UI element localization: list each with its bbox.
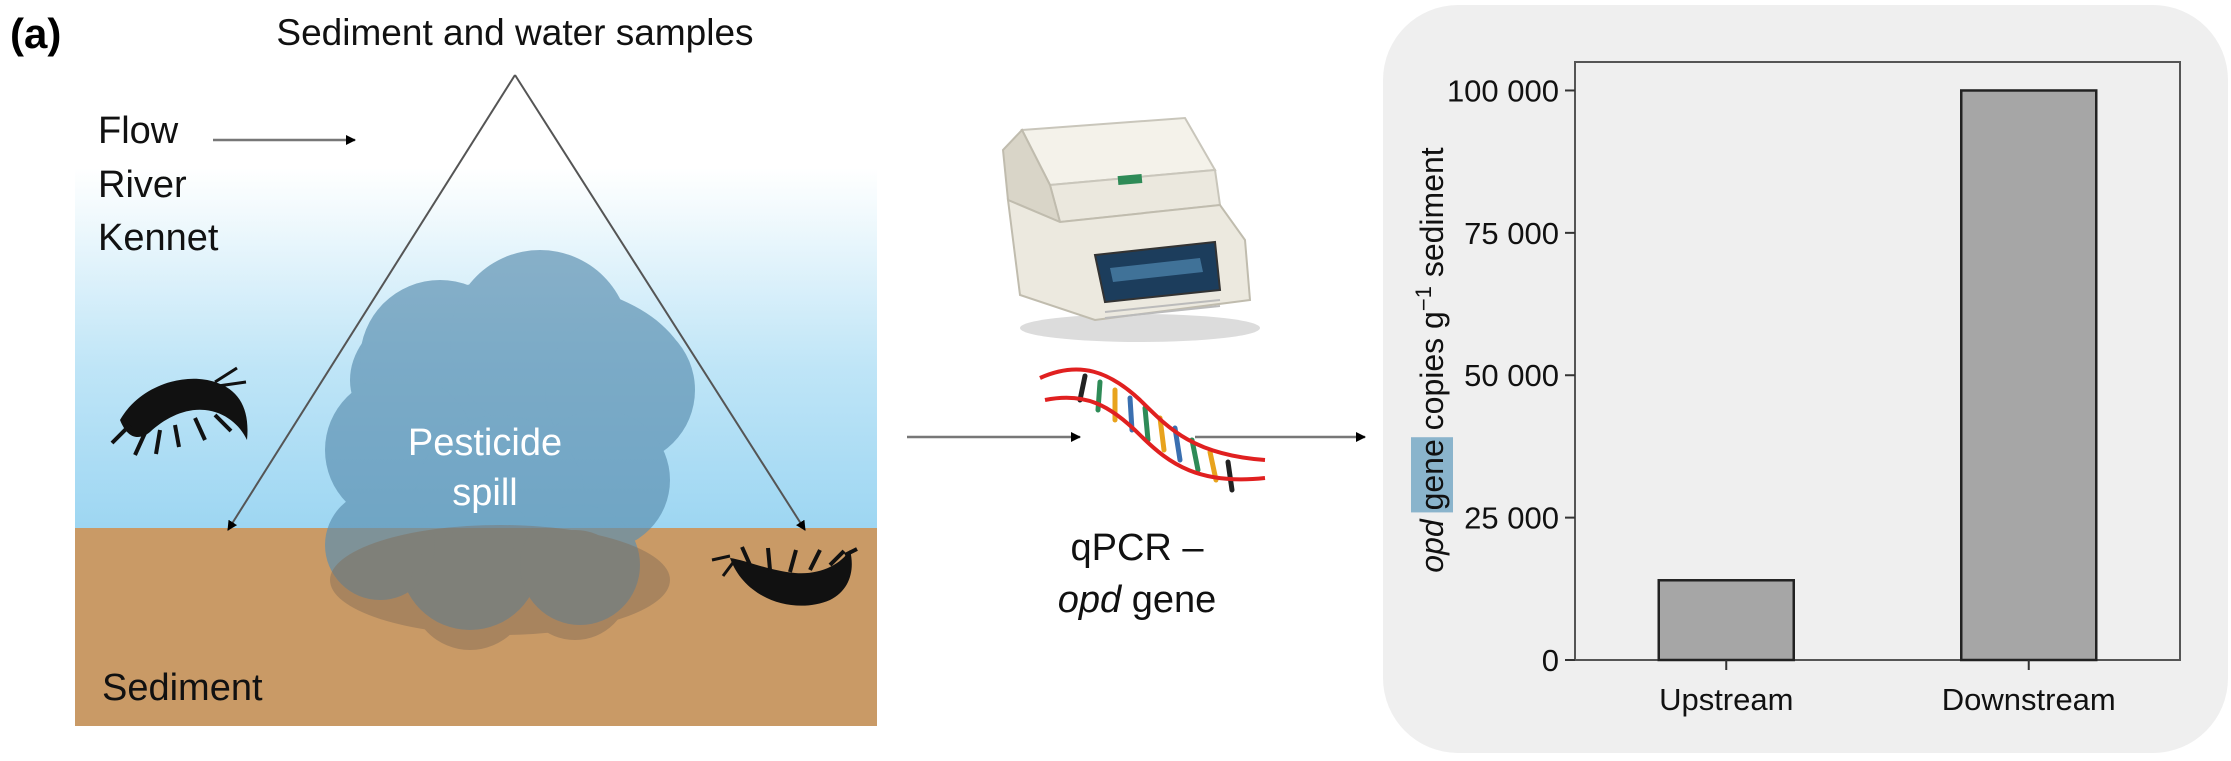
bar bbox=[1960, 89, 2098, 662]
spill-label-line2: spill bbox=[452, 472, 517, 514]
bar-chart: 0 25 000 50 000 75 000 100 000 Upstream Downst… bbox=[1411, 61, 2181, 717]
x-tick-label: Upstream bbox=[1659, 682, 1793, 717]
y-tick-label: 25 000 bbox=[1464, 501, 1559, 536]
amphipod-sediment-icon bbox=[711, 546, 858, 606]
qpcr-label-rest: gene bbox=[1121, 579, 1216, 621]
y-axis-label-highlight: gene bbox=[1414, 439, 1450, 510]
y-axis-label-end: sediment bbox=[1414, 147, 1450, 286]
panel-label: (a) bbox=[10, 10, 61, 57]
pesticide-spill-cloud bbox=[325, 250, 695, 650]
y-axis-label-space bbox=[1414, 510, 1450, 519]
y-tick-label: 50 000 bbox=[1464, 358, 1559, 393]
sampling-triangle bbox=[227, 74, 806, 531]
sediment-label: Sediment bbox=[102, 667, 263, 709]
flow-label: Flow bbox=[98, 110, 179, 152]
qpcr-label-line1: qPCR – bbox=[1070, 527, 1204, 569]
spill-label-line1: Pesticide bbox=[408, 422, 562, 464]
dna-strand-icon bbox=[1039, 367, 1266, 493]
qpcr-label-italic: opd bbox=[1058, 579, 1123, 621]
ylabel-highlight bbox=[1411, 437, 1453, 513]
y-axis-label-sup: −1 bbox=[1411, 286, 1436, 311]
amphipod-water-icon bbox=[110, 366, 248, 456]
y-axis-label: opd gene copies g−1 sediment bbox=[1411, 147, 1451, 572]
river-label-line1: River bbox=[98, 164, 187, 206]
bar bbox=[1657, 579, 1795, 662]
samples-label: Sediment and water samples bbox=[276, 12, 753, 53]
y-axis-label-rest: copies g bbox=[1414, 311, 1450, 439]
river-label-line2: Kennet bbox=[98, 217, 219, 259]
y-tick-label: 0 bbox=[1542, 643, 1559, 678]
qpcr-machine-icon bbox=[1001, 116, 1260, 342]
y-tick-label: 100 000 bbox=[1447, 73, 1559, 108]
y-axis-label-italic: opd bbox=[1414, 518, 1450, 573]
y-tick-label: 75 000 bbox=[1464, 216, 1559, 251]
x-tick-label: Downstream bbox=[1942, 682, 2116, 717]
qpcr-label-line2: opd gene bbox=[1058, 579, 1217, 621]
